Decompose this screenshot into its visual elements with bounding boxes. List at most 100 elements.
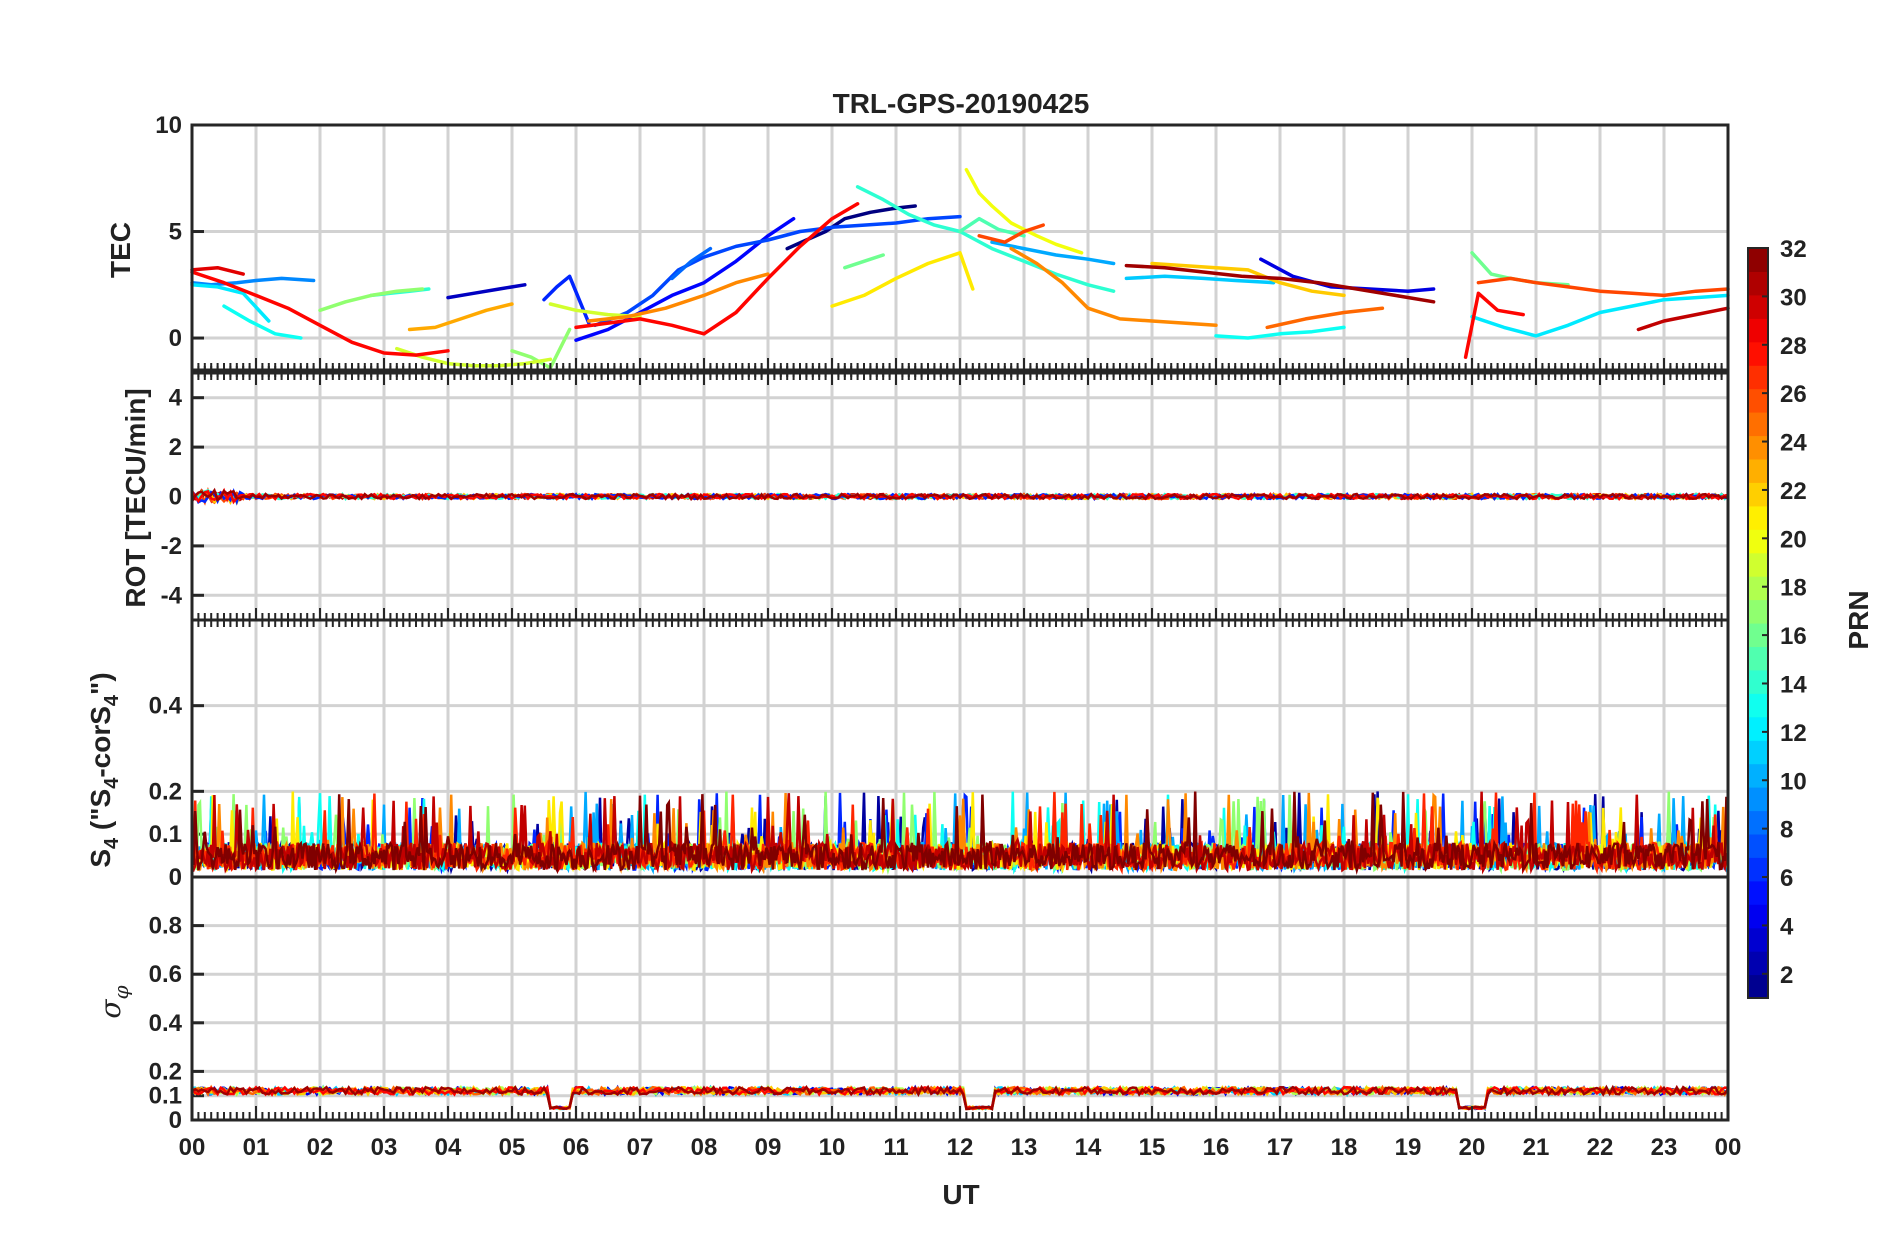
- chart-title: TRL-GPS-20190425: [833, 88, 1090, 119]
- colorbar-segment: [1748, 904, 1768, 929]
- x-tick-label: 20: [1459, 1134, 1486, 1161]
- colorbar-tick-label: 14: [1780, 671, 1807, 698]
- colorbar-tick-label: 10: [1780, 768, 1807, 795]
- x-tick-label: 16: [1203, 1134, 1230, 1161]
- rot-ylabel: ROT [TECU/min]: [120, 388, 151, 607]
- y-tick-label: 0.4: [149, 1010, 183, 1037]
- y-tick-label: 0.4: [149, 693, 183, 720]
- colorbar-segment: [1748, 412, 1768, 437]
- colorbar-tick-label: 26: [1780, 381, 1807, 408]
- tec-series-line: [542, 274, 591, 325]
- x-tick-label: 08: [691, 1134, 718, 1161]
- rot-series-line: [190, 487, 1729, 503]
- colorbar-tick-label: 6: [1780, 865, 1793, 892]
- colorbar-segment: [1748, 787, 1768, 812]
- x-axis: 00 01 02 03 04 05 06 07 08 09 10 11 12 13 14 15 16 17 18 19…: [179, 1106, 1742, 1161]
- tec-series-line: [1009, 246, 1218, 328]
- colorbar-tick-label: 8: [1780, 817, 1793, 844]
- sigma-ylabel: σφ: [94, 985, 133, 1018]
- y-tick-label: 5: [169, 219, 182, 246]
- x-tick-label: 13: [1011, 1134, 1038, 1161]
- colorbar-segment: [1748, 716, 1768, 741]
- tec-series-line: [407, 302, 514, 332]
- x-tick-label: 09: [755, 1134, 782, 1161]
- x-tick-label: 04: [435, 1134, 462, 1161]
- colorbar-frame: [1747, 247, 1769, 999]
- x-tick-label: 03: [371, 1134, 398, 1161]
- colorbar-tick-label: 12: [1780, 720, 1807, 747]
- colorbar-tick-label: 32: [1780, 236, 1807, 263]
- tec-series-line: [574, 202, 860, 336]
- colorbar-segment: [1748, 482, 1768, 507]
- colorbar-segment: [1748, 740, 1768, 765]
- x-tick-label: 21: [1523, 1134, 1550, 1161]
- colorbar-tick-label: 18: [1780, 575, 1807, 602]
- tec-series-line: [977, 223, 1045, 244]
- tec-series-line: [958, 216, 1026, 238]
- tec-series-line: [548, 302, 642, 319]
- tec-ylabel: TEC: [105, 222, 136, 278]
- y-tick-label: 0.6: [149, 961, 182, 988]
- colorbar-segment: [1748, 576, 1768, 601]
- colorbar-tick-label: 24: [1780, 430, 1807, 457]
- colorbar-segment: [1748, 505, 1768, 530]
- colorbar-segment: [1748, 810, 1768, 835]
- tec-series-line: [843, 253, 885, 270]
- colorbar-tick-label: 16: [1780, 623, 1807, 650]
- y-tick-label: 0: [169, 325, 182, 352]
- y-tick-label: 0: [169, 484, 182, 511]
- x-tick-label: 19: [1395, 1134, 1422, 1161]
- y-tick-label: 0: [169, 864, 182, 891]
- y-tick-label: 10: [155, 112, 182, 139]
- colorbar-segment: [1748, 552, 1768, 577]
- tec-series-line: [670, 246, 713, 281]
- tec-panel: 0 5 10: [155, 112, 1730, 372]
- colorbar-segment: [1748, 458, 1768, 483]
- colorbar-segment: [1748, 951, 1768, 976]
- tec-series-line: [1463, 291, 1525, 359]
- colorbar-tick-label: 20: [1780, 526, 1807, 553]
- colorbar-tick-label: 28: [1780, 333, 1807, 360]
- x-tick-label: 07: [627, 1134, 654, 1161]
- colorbar-tick-label: 30: [1780, 284, 1807, 311]
- tec-series-line: [446, 283, 527, 300]
- s4-panel: 0 0.1 0.2 0.4: [149, 618, 1730, 891]
- tec-series-line: [990, 240, 1116, 266]
- tec-series-line: [1124, 274, 1276, 285]
- colorbar-tick-label: 2: [1780, 962, 1793, 989]
- colorbar-segment: [1748, 365, 1768, 390]
- tec-series-line: [190, 283, 271, 323]
- colorbar-segment: [1748, 763, 1768, 788]
- y-tick-label: -2: [161, 533, 182, 560]
- tec-series-line: [1124, 263, 1436, 304]
- x-tick-label: 11: [883, 1134, 908, 1161]
- colorbar-segment: [1748, 529, 1768, 554]
- y-tick-label: 0.8: [149, 913, 182, 940]
- tec-series-line: [190, 265, 245, 276]
- x-tick-label: 05: [499, 1134, 526, 1161]
- y-tick-label: 0: [169, 1107, 182, 1134]
- tec-series-line: [1470, 293, 1730, 338]
- tec-series-line: [1265, 306, 1385, 330]
- x-tick-label: 17: [1267, 1134, 1294, 1161]
- x-tick-label: 14: [1075, 1134, 1102, 1161]
- x-tick-label: 00: [1715, 1134, 1742, 1161]
- colorbar-tick-label: 22: [1780, 478, 1807, 505]
- y-tick-label: 0.1: [149, 1083, 182, 1110]
- y-tick-label: 0.2: [149, 778, 182, 805]
- tec-series-line: [222, 304, 303, 340]
- s4-ylabel: S4 ("S4-corS4"): [85, 672, 123, 867]
- colorbar-segment: [1748, 271, 1768, 296]
- tec-series-line: [855, 185, 1116, 293]
- colorbar-label: PRN: [1843, 590, 1874, 649]
- x-tick-label: 00: [179, 1134, 206, 1161]
- x-tick-label: 15: [1139, 1134, 1166, 1161]
- colorbar-segment: [1748, 318, 1768, 343]
- colorbar-segment: [1748, 646, 1768, 671]
- colorbar-segment: [1748, 693, 1768, 718]
- colorbar-segment: [1748, 388, 1768, 413]
- colorbar-segment: [1748, 974, 1768, 999]
- y-tick-label: 0.2: [149, 1058, 182, 1085]
- x-tick-label: 10: [819, 1134, 846, 1161]
